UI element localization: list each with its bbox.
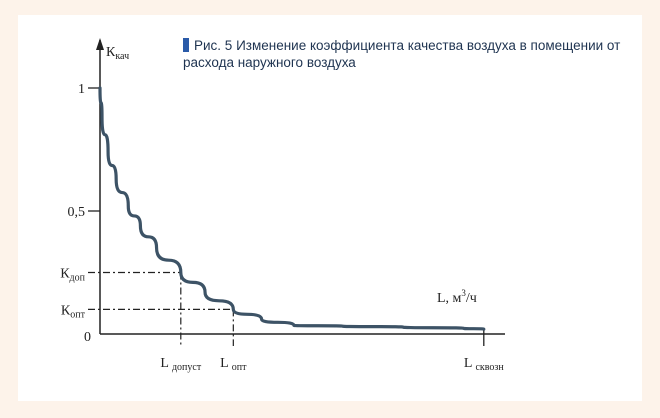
reference-label-x-sub: опт [232, 362, 247, 373]
caption-marker [183, 38, 189, 52]
reference-label-x: L опт [220, 356, 247, 373]
y-tick-label: 1 [78, 82, 85, 97]
caption-label: Рис. 5 [194, 38, 233, 53]
figure-panel [18, 15, 642, 401]
x-axis-label-main: L, м [437, 291, 462, 306]
reference-label-y-main: К [60, 267, 70, 282]
reference-label-x-main: L [464, 356, 476, 371]
figure-caption: Рис. 5 Изменение коэффициента качества в… [183, 37, 633, 71]
y-axis-arrow [96, 38, 104, 50]
y-axis-label: Ккач [106, 45, 129, 62]
x-axis-label-sup: 3 [461, 288, 466, 298]
reference-label-x: L допуст [160, 356, 201, 373]
reference-label-y-main: К [61, 303, 71, 318]
reference-label-x: L сквозн [464, 356, 504, 373]
caption-text: Изменение коэффициента качества воздуха … [183, 38, 621, 70]
reference-label-y: Копт [61, 303, 86, 320]
y-axis-label-main: К [106, 45, 116, 60]
reference-label-x-sub: допуст [172, 362, 202, 373]
x-axis-label: L, м3/ч [437, 288, 477, 306]
reference-label-y: Кдоп [60, 267, 85, 284]
reference-label-x-main: L [220, 356, 232, 371]
reference-label-y-sub: доп [70, 273, 86, 284]
reference-label-x-sub: сквозн [475, 362, 504, 373]
y-axis-label-sub: кач [115, 51, 129, 62]
reference-label-y-sub: опт [70, 309, 85, 320]
origin-label: 0 [84, 330, 91, 345]
data-curve [98, 86, 486, 331]
reference-label-x-main: L [160, 356, 172, 371]
y-tick-label: 0,5 [68, 205, 86, 220]
x-axis-label-tail: /ч [466, 291, 477, 306]
